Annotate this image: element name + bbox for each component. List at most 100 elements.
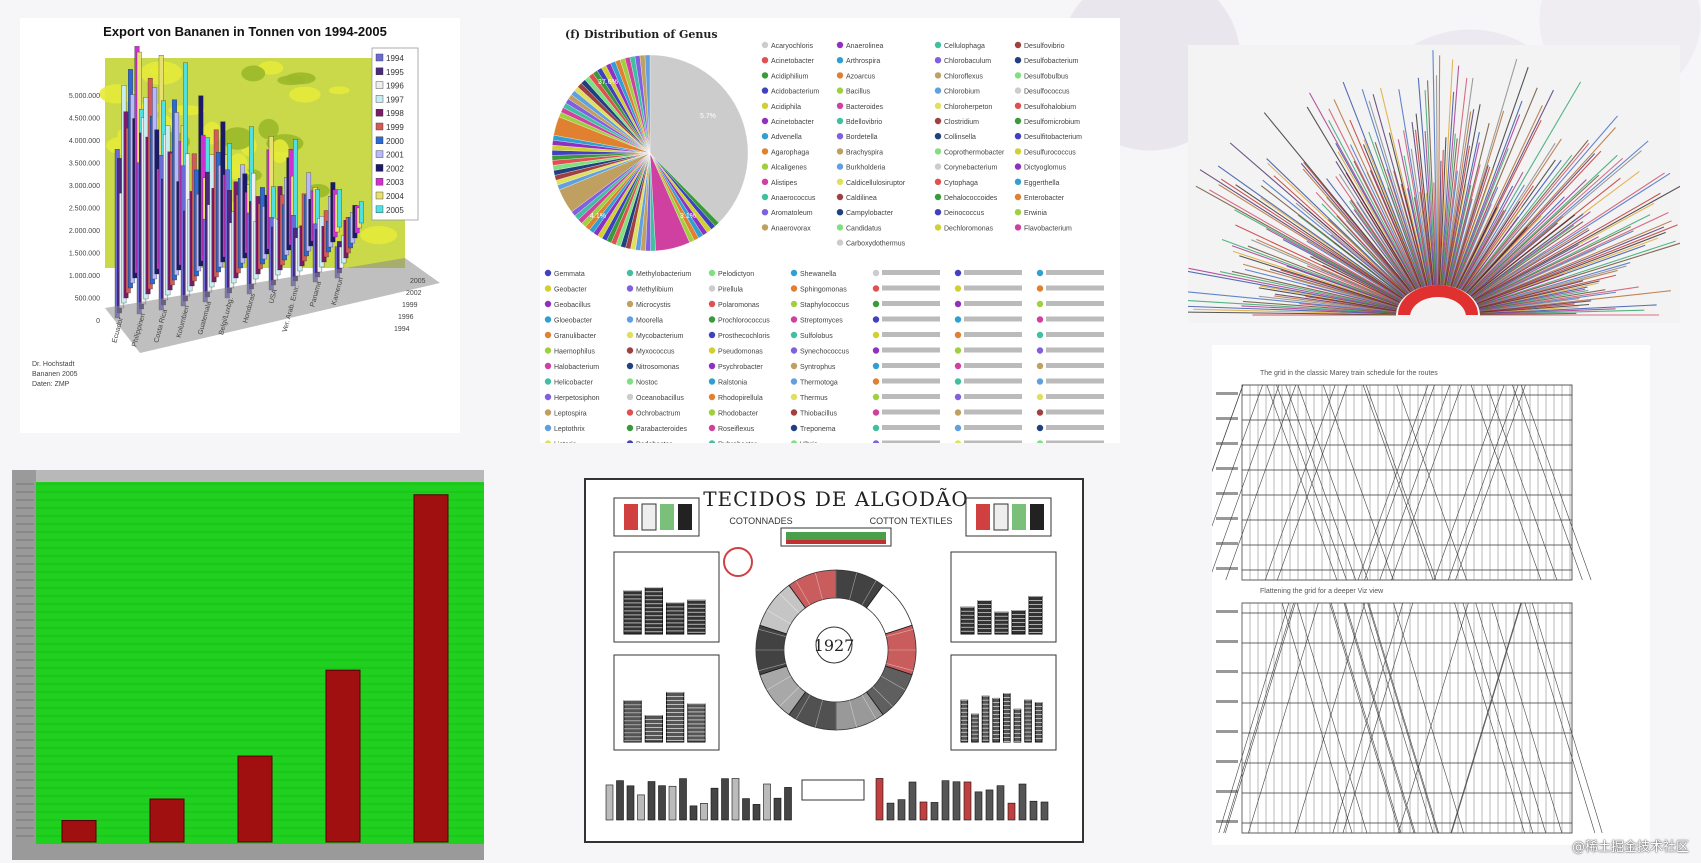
banana-y-tick: 1.000.000 [69, 273, 100, 280]
genus-legend-blurred-label [882, 394, 940, 399]
banana-blob [258, 118, 279, 140]
tecidos-box-bar [981, 695, 990, 743]
genus-legend-dot [836, 209, 844, 216]
marey-station-label [1216, 670, 1238, 673]
tecidos-top-right-icon [965, 497, 1052, 537]
fan-line [1465, 190, 1554, 293]
fan-line [1469, 216, 1564, 297]
fan-line [1477, 231, 1666, 305]
genus-legend-label: Desulfurococcus [1024, 149, 1076, 156]
genus-legend-dot [954, 347, 962, 354]
genus-legend-dot [934, 57, 942, 64]
genus-legend-dot [626, 424, 634, 432]
tecidos-title: TECIDOS DE ALGODÃO [703, 487, 969, 511]
banana-depth-label: 2005 [410, 278, 426, 285]
fan-line [1398, 89, 1432, 286]
fan-line [1474, 192, 1661, 301]
tecidos-center-year: 1927 [814, 636, 855, 655]
genus-legend-label: Acidiphilium [771, 73, 809, 80]
genus-legend-dot [1036, 378, 1044, 385]
tecidos-bottom-bar [784, 787, 792, 821]
genus-legend-dot [872, 378, 880, 385]
legend-swatch [375, 150, 384, 158]
genus-legend-label: Geobacter [554, 287, 587, 294]
genus-legend-label: Pedobacter [636, 442, 672, 444]
genus-legend-label: Methylobacterium [636, 271, 691, 278]
genus-legend-dot [872, 316, 880, 323]
genus-legend-label: Cellulophaga [944, 43, 985, 50]
genus-legend-blurred-label [964, 440, 1022, 443]
pie-label-4: 3.1% [680, 213, 696, 220]
fan-line [1260, 185, 1406, 298]
genus-legend-label: Leptospira [554, 411, 587, 418]
genus-legend-blurred-label [964, 394, 1022, 399]
fan-line [1469, 140, 1649, 296]
marey-train-line [1475, 602, 1546, 834]
fan-line [1426, 80, 1437, 286]
genus-legend-dot [790, 424, 798, 432]
genus-legend-dot [708, 378, 716, 385]
tecidos-donut-stripe [758, 663, 786, 671]
marey-train-line [1266, 384, 1338, 581]
genus-legend-dot [761, 87, 769, 94]
tecidos-donut-center [786, 600, 886, 700]
fan-line [1419, 191, 1433, 286]
genus-legend-blurred-label [1046, 301, 1104, 306]
tecidos-top-left-icon [613, 497, 700, 537]
tecidos-bottom-bar [974, 791, 983, 821]
genus-legend-label: Burkholderia [846, 165, 885, 172]
fan-line [1229, 142, 1407, 296]
genus-legend-label: Advenella [771, 134, 802, 141]
genus-legend-label: Desulfovibrio [1024, 43, 1065, 50]
genus-legend-blurred-label [964, 332, 1022, 337]
genus-legend-dot [954, 409, 962, 416]
tecidos-svg: TECIDOS DE ALGODÃO COTONNADES COTTON TEX… [605, 487, 1057, 821]
banana-blob [270, 139, 290, 164]
fan-line [1372, 94, 1428, 287]
genus-legend-label: Carboxydothermus [846, 241, 906, 248]
genus-legend-label: Psychrobacter [718, 364, 763, 371]
genus-legend-label: Eggerthella [1024, 180, 1060, 187]
fan-line [1443, 77, 1474, 286]
fan-line [1454, 186, 1499, 288]
fan-line [1353, 209, 1414, 292]
fan-line [1309, 92, 1419, 289]
fan-line [1266, 158, 1409, 295]
fan-line [1460, 142, 1556, 291]
fan-line [1231, 245, 1399, 306]
genus-legend-dot [872, 285, 880, 292]
tecidos-donut-stripe [815, 700, 823, 728]
fan-line [1474, 185, 1680, 301]
fan-line [1479, 286, 1588, 310]
fan-line-chart [1188, 45, 1680, 323]
fan-line [1188, 300, 1397, 314]
genus-legend-label: Sulfolobus [800, 333, 833, 340]
genus-legend-dot [708, 331, 716, 339]
tecidos-donut-stripe [849, 572, 857, 600]
marey-train-line [1329, 602, 1400, 834]
fan-line [1425, 192, 1435, 286]
tecidos-bottom-bar [1029, 800, 1038, 821]
fan-line [1263, 112, 1412, 293]
genus-legend-dot [1036, 300, 1044, 308]
genus-legend-label: Acinetobacter [771, 58, 814, 65]
banana-blob [241, 65, 266, 82]
fan-line [1439, 59, 1454, 286]
fan-line [1235, 184, 1404, 299]
tecidos-donut-stripe [779, 593, 800, 614]
fan-line [1407, 188, 1430, 286]
genus-legend-blurred-label [964, 378, 1022, 384]
legend-year: 2000 [386, 137, 404, 146]
tecidos-box [950, 551, 1057, 643]
banana-y-tick: 500.000 [75, 296, 100, 303]
genus-legend-dot [1036, 409, 1044, 416]
genus-legend-label: Staphylococcus [800, 302, 850, 309]
fan-line [1328, 120, 1419, 289]
marey-train-line [1454, 602, 1525, 834]
genus-legend-blurred-label [882, 378, 940, 384]
banana-y-tick: 5.000.000 [69, 93, 100, 100]
banana-depth-label: 1994 [394, 326, 410, 333]
green-chart-bar [325, 669, 361, 843]
fan-line [1269, 268, 1398, 308]
marey-bottom-caption: Flattening the grid for a deeper Viz vie… [1260, 588, 1384, 595]
